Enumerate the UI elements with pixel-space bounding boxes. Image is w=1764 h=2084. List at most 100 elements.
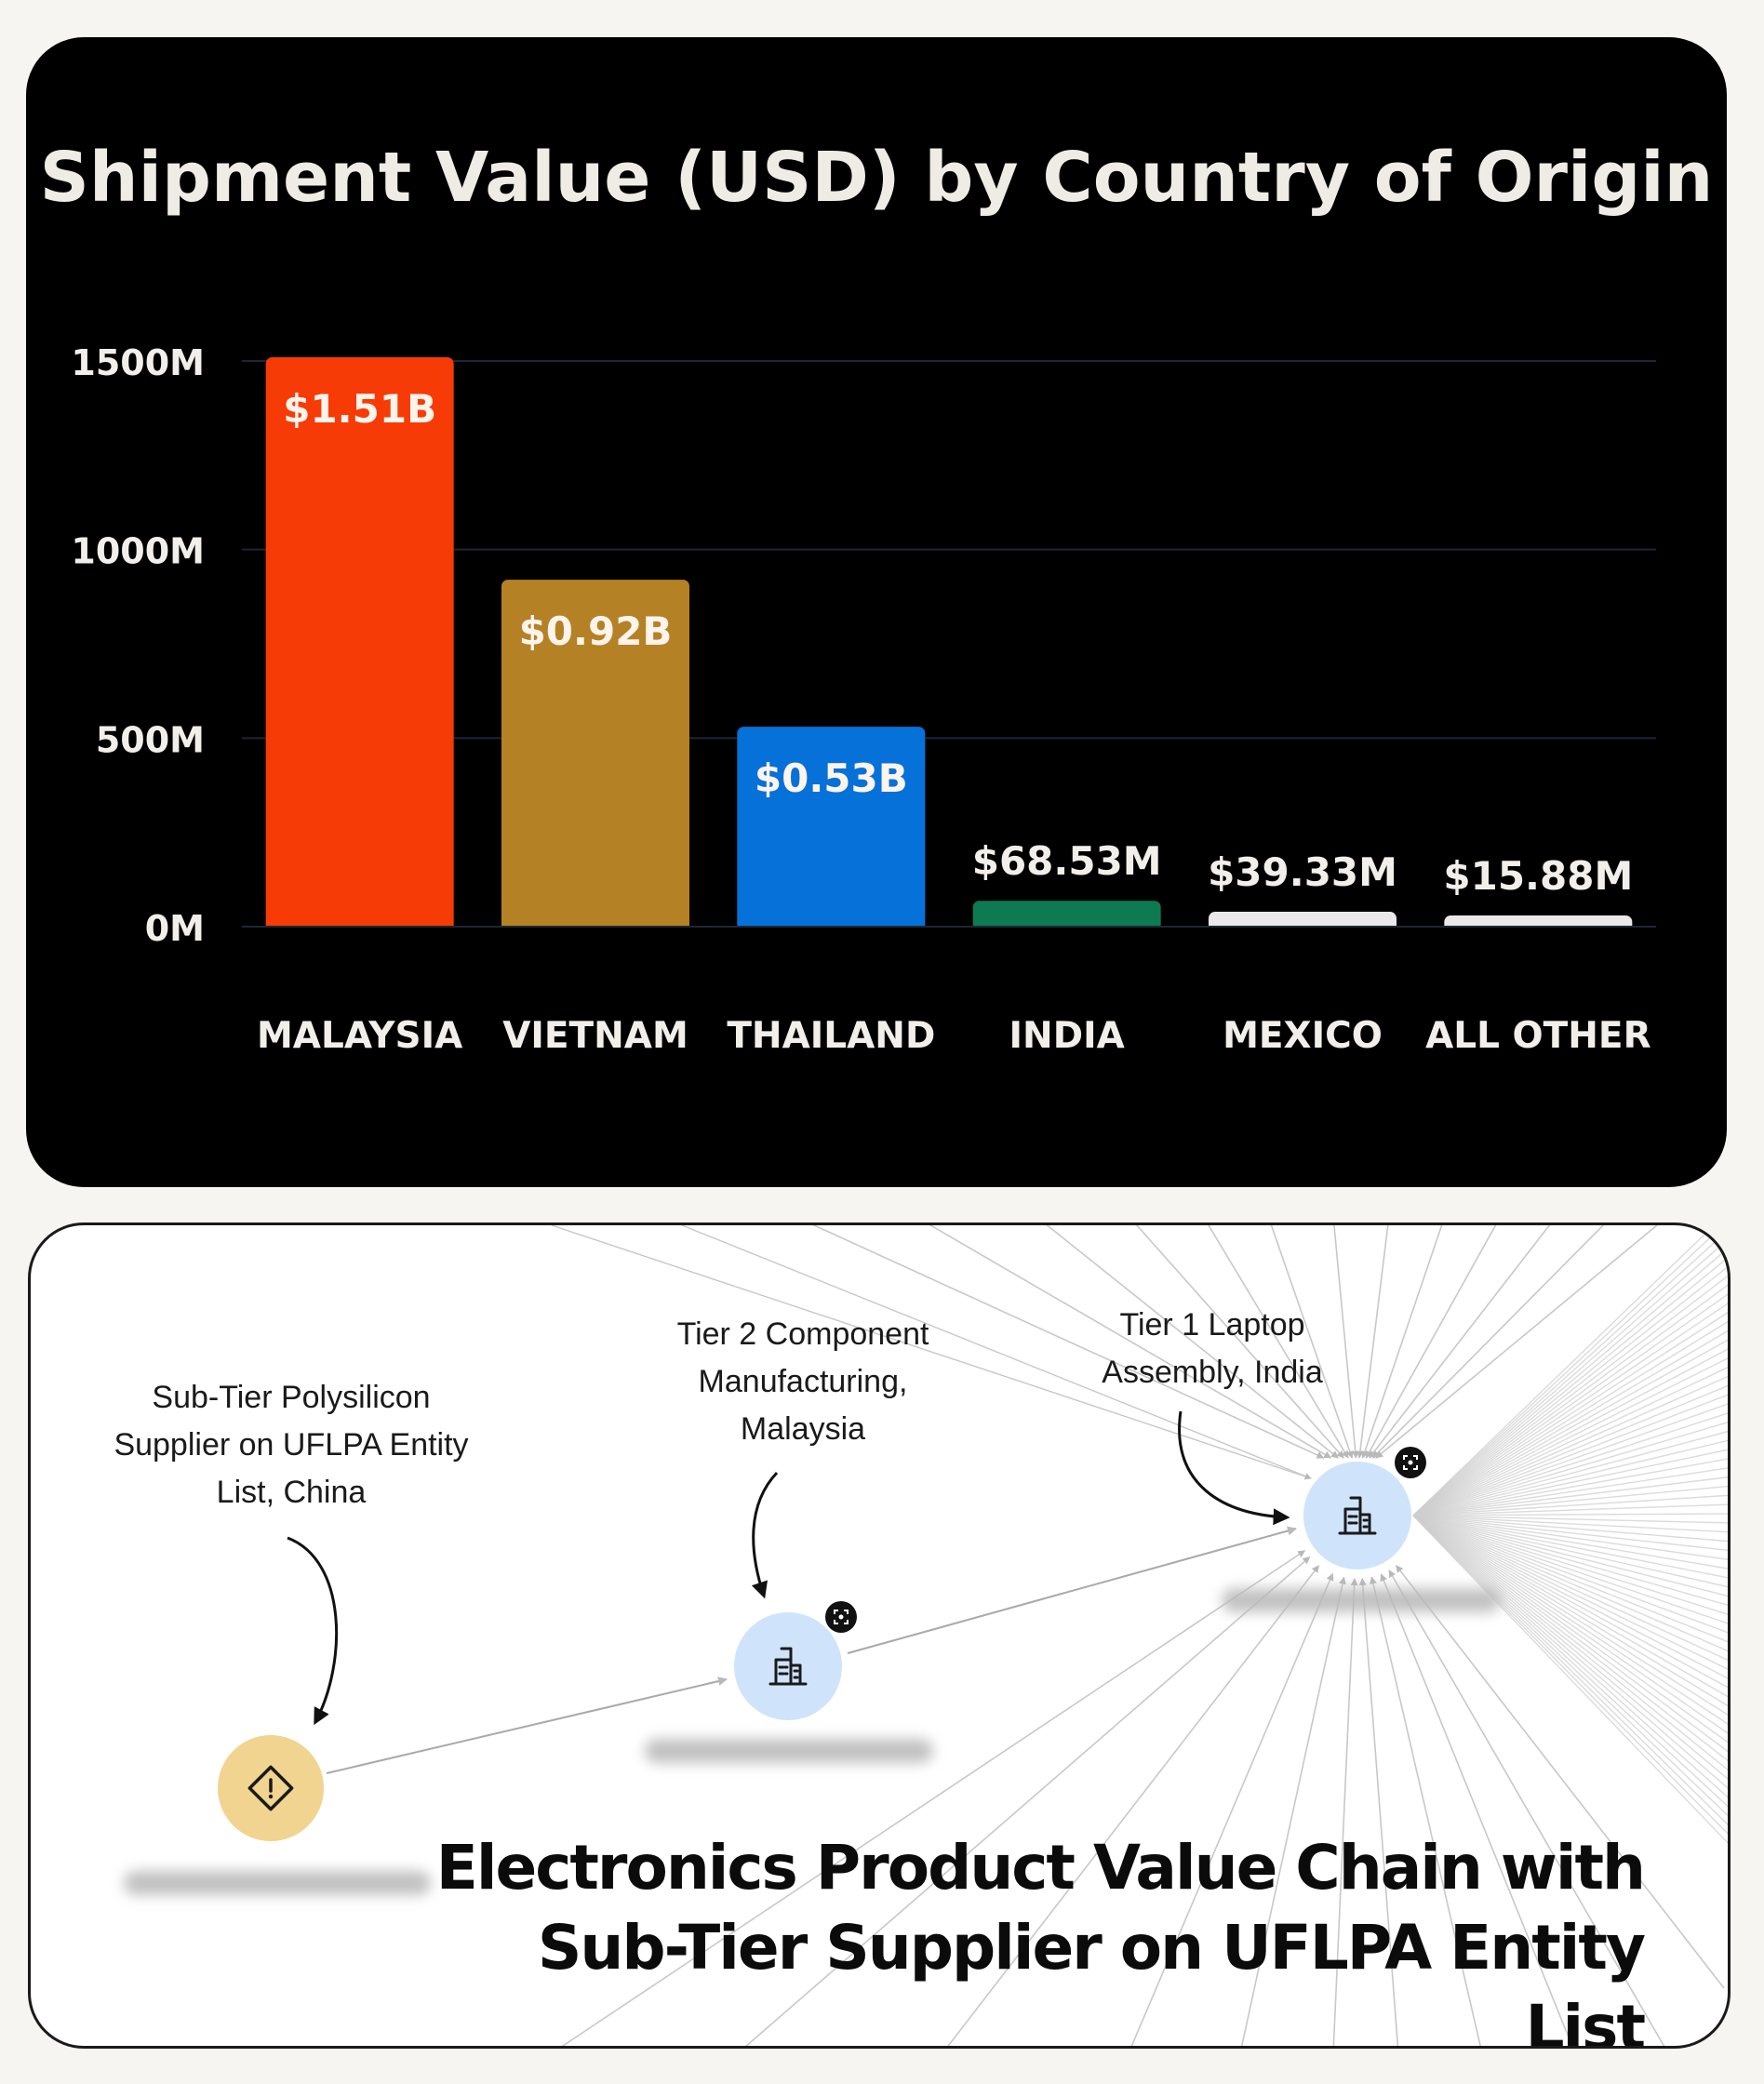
network-edge (1412, 1515, 1728, 1734)
bar (501, 580, 689, 934)
x-tick-label: THAILAND (727, 1015, 935, 1057)
chart-panel: Shipment Value (USD) by Country of Origi… (26, 37, 1727, 1187)
network-edge (1356, 1225, 1389, 1459)
network-edge (1046, 1225, 1339, 1459)
expand-icon[interactable] (825, 1601, 857, 1633)
network-edge (1412, 1515, 1728, 1597)
network-edge (947, 1565, 1320, 2046)
network-edge (1130, 1572, 1334, 2046)
building-icon (1338, 1496, 1377, 1535)
building-icon (768, 1647, 808, 1686)
network-edge (1412, 1320, 1728, 1516)
x-tick-label: VIETNAM (502, 1015, 688, 1057)
network-edge (1412, 1485, 1728, 1516)
network-edge (1412, 1515, 1728, 1552)
baseline-mask (242, 927, 1656, 938)
network-edge (1412, 1515, 1728, 1789)
sub-tier-node-label (124, 1871, 431, 1895)
network-edge (1412, 1515, 1728, 1652)
callout-arrow (1178, 1410, 1290, 1526)
network-edge (1412, 1515, 1728, 1780)
chain-edge (847, 1526, 1297, 1654)
network-edge (551, 1225, 1312, 1480)
network-edge (1412, 1515, 1728, 1615)
chain-edge (326, 1677, 728, 1774)
network-edge (1412, 1515, 1728, 1743)
network-edge (1412, 1229, 1728, 1516)
network-edge (1412, 1515, 1728, 1698)
network-edge (811, 1225, 1325, 1459)
network-edge (1380, 1573, 1573, 2046)
network-edge (1412, 1225, 1716, 1516)
data-label: $0.92B (519, 608, 673, 654)
network-edge (1412, 1515, 1728, 1670)
callout-arrow (287, 1536, 339, 1726)
network-edge (1412, 1412, 1728, 1516)
network-edge (1412, 1515, 1728, 1533)
y-tick-label: 1000M (71, 531, 205, 572)
network-edge (1412, 1449, 1728, 1516)
tier1-assembly-node[interactable] (1303, 1447, 1426, 1570)
y-tick-label: 1500M (71, 342, 205, 383)
network-edge (1412, 1248, 1728, 1516)
network-edge (1371, 1225, 1605, 1459)
network-edge (1412, 1439, 1728, 1516)
tier1-callout: Tier 1 Laptop Assembly, India (1102, 1307, 1323, 1390)
network-edge (1240, 1576, 1346, 2046)
network-edge (1412, 1367, 1728, 1516)
network-edge (1412, 1238, 1728, 1516)
network-edge (1412, 1515, 1728, 1817)
network-edge (1412, 1225, 1725, 1516)
x-tick-label: MALAYSIA (257, 1015, 462, 1057)
network-edge (1412, 1515, 1728, 1835)
network-edge (1412, 1515, 1728, 1844)
network-edge (1333, 1225, 1359, 1459)
network-edge (1412, 1384, 1728, 1516)
network-edge (1412, 1430, 1728, 1516)
network-edge (1270, 1225, 1354, 1459)
chart-title: Shipment Value (USD) by Country of Origi… (40, 138, 1714, 218)
network-edge (1412, 1284, 1728, 1516)
network-edge (1412, 1476, 1728, 1516)
network-edge (1412, 1515, 1728, 1679)
network-edge (1412, 1339, 1728, 1516)
network-edge (1412, 1515, 1728, 1634)
network-edge (561, 1550, 1306, 2046)
network-edge (1361, 1225, 1443, 1459)
expand-icon[interactable] (1395, 1447, 1426, 1478)
data-label: $15.88M (1443, 853, 1633, 899)
tier2-node-label (645, 1739, 933, 1763)
data-label: $68.53M (972, 838, 1162, 884)
network-edge (744, 1556, 1311, 2046)
supply-chain-panel: Sub-Tier Polysilicon Supplier on UFLPA E… (28, 1222, 1731, 2049)
network-edge (1412, 1357, 1728, 1516)
network-edge (1412, 1515, 1728, 1570)
network-edge (1412, 1515, 1728, 1588)
network-edge (1396, 1565, 1725, 1989)
bar (737, 727, 926, 934)
network-edge (1412, 1515, 1728, 1689)
network-title: Electronics Product Value Chain with Sub… (435, 1832, 1646, 2049)
x-tick-label: ALL OTHER (1425, 1015, 1651, 1057)
network-edge (1412, 1329, 1728, 1516)
network-edge (1412, 1494, 1728, 1516)
x-tick-label: MEXICO (1223, 1015, 1383, 1057)
network-edge (1412, 1394, 1728, 1516)
warning-diamond-icon (247, 1765, 294, 1811)
network-edge (1358, 1578, 1399, 2046)
bar-chart: Shipment Value (USD) by Country of Origi… (40, 138, 1714, 1057)
network-edge (1412, 1515, 1728, 1707)
network-edge (1412, 1515, 1728, 1762)
network-edge (1412, 1265, 1728, 1516)
network-edge (1412, 1515, 1728, 1624)
bar (265, 356, 454, 934)
network-edge (929, 1225, 1332, 1459)
network-edge (1412, 1515, 1728, 1725)
sub-tier-supplier-node[interactable] (218, 1735, 324, 1841)
network-edge (1369, 1225, 1551, 1459)
network-edge (1412, 1515, 1728, 1607)
network-edge (1412, 1515, 1728, 1808)
sub-tier-callout: Sub-Tier Polysilicon Supplier on UFLPA E… (114, 1380, 469, 1510)
network-edge (1412, 1515, 1728, 1579)
tier2-manufacturer-node[interactable] (734, 1601, 857, 1720)
